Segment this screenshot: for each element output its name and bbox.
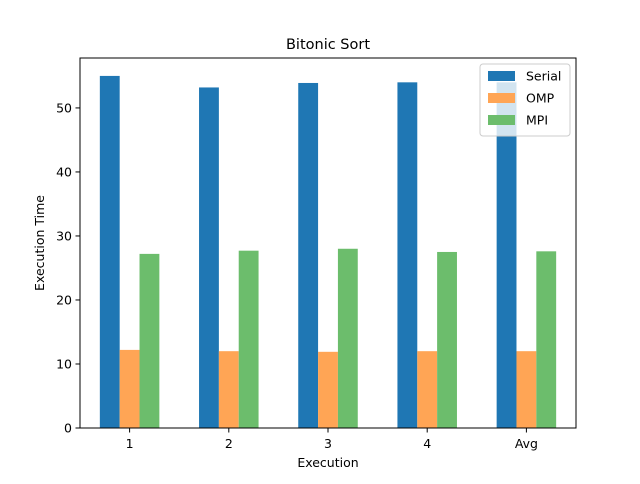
bars-layer (99, 75, 557, 429)
bar-serial-1 (99, 75, 120, 429)
legend-label-omp: OMP (526, 91, 555, 106)
bar-mpi-3 (337, 248, 358, 428)
legend: Serial OMP MPI (479, 63, 571, 137)
x-tick-label: 2 (225, 436, 233, 451)
y-tick-label: 0 (64, 421, 72, 436)
x-axis: 1 2 3 4 Avg (126, 428, 538, 451)
bar-mpi-2 (238, 250, 259, 428)
x-tick-label: 1 (126, 436, 134, 451)
legend-label-serial: Serial (526, 69, 561, 84)
legend-swatch-omp (488, 93, 515, 103)
bar-serial-avg (496, 82, 517, 428)
bar-omp-4 (417, 351, 438, 428)
y-tick-label: 10 (56, 356, 72, 371)
y-tick-label: 20 (56, 292, 72, 307)
legend-swatch-serial (488, 71, 515, 81)
x-tick-label: 4 (423, 436, 431, 451)
legend-label-mpi: MPI (526, 113, 548, 128)
bar-omp-2 (218, 351, 239, 428)
y-tick-label: 40 (56, 164, 72, 179)
bar-serial-4 (397, 82, 418, 428)
y-tick-label: 50 (56, 100, 72, 115)
bar-serial-3 (298, 82, 319, 428)
y-axis-label: Execution Time (32, 195, 47, 291)
bar-mpi-avg (536, 251, 557, 428)
y-tick-label: 30 (56, 228, 72, 243)
plot-frame (79, 57, 577, 429)
bar-mpi-1 (139, 253, 160, 428)
x-axis-label: Execution (297, 455, 358, 470)
x-tick-label: 3 (324, 436, 332, 451)
legend-swatch-mpi (488, 115, 515, 125)
bar-omp-avg (516, 351, 537, 428)
bar-omp-3 (318, 351, 338, 428)
bar-serial-2 (199, 87, 219, 428)
bar-omp-1 (119, 349, 140, 428)
bar-mpi-4 (437, 251, 457, 428)
y-axis: 0 10 20 30 40 50 (56, 100, 80, 436)
x-tick-label: Avg (515, 436, 538, 451)
chart-title: Bitonic Sort (286, 37, 370, 53)
